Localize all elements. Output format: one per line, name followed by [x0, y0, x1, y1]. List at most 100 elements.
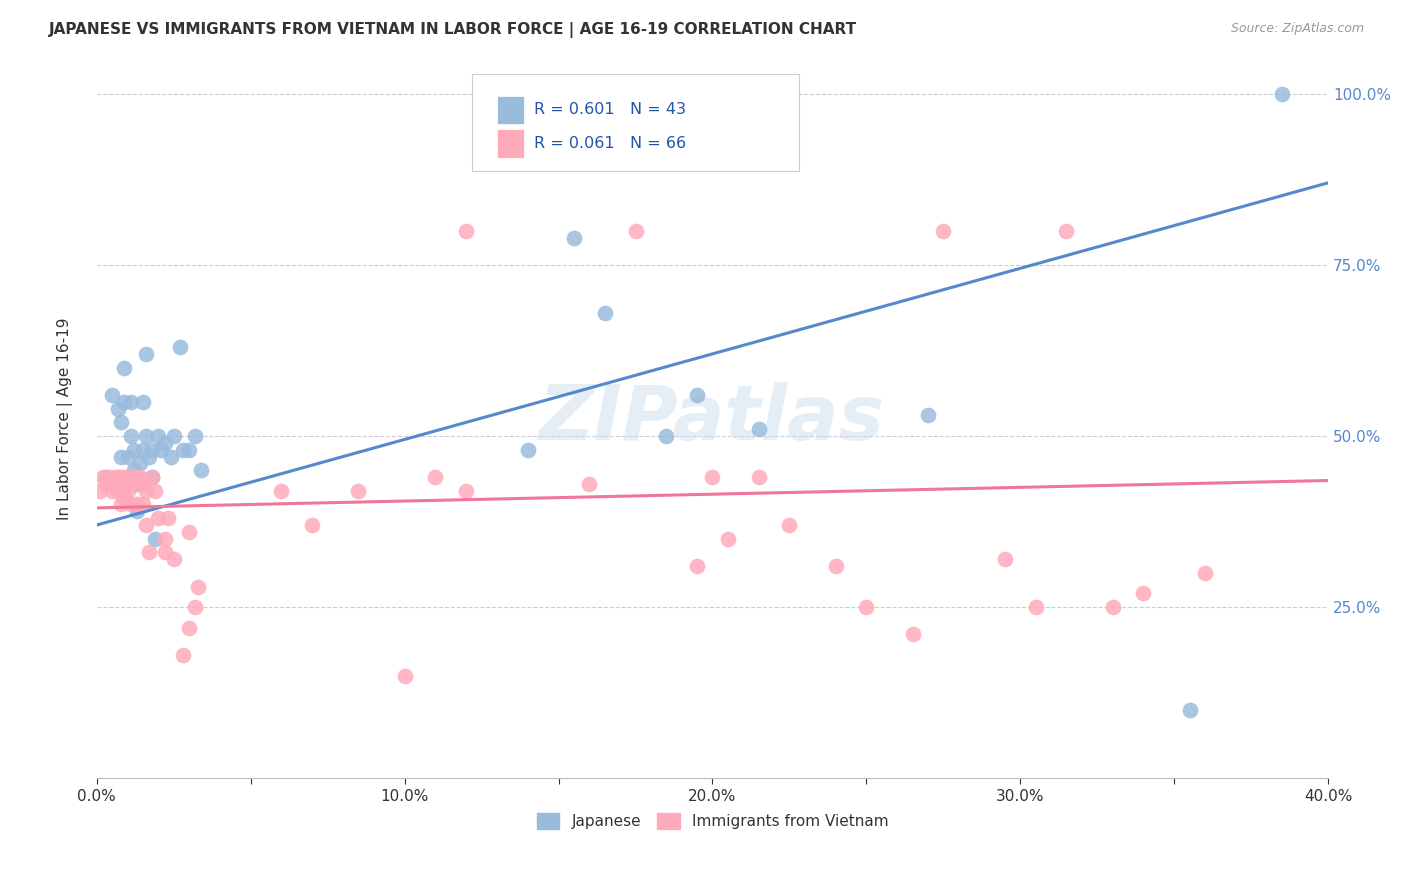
Point — [104, 477, 127, 491]
Point — [114, 394, 136, 409]
Point — [120, 477, 142, 491]
Text: Source: ZipAtlas.com: Source: ZipAtlas.com — [1230, 22, 1364, 36]
Point — [702, 470, 724, 484]
Point — [141, 470, 163, 484]
Point — [394, 668, 416, 682]
Point — [425, 470, 447, 484]
Point — [132, 394, 155, 409]
Point — [179, 621, 201, 635]
Point — [516, 442, 538, 457]
Point — [122, 477, 145, 491]
Point — [94, 477, 117, 491]
Point — [456, 224, 478, 238]
Text: JAPANESE VS IMMIGRANTS FROM VIETNAM IN LABOR FORCE | AGE 16-19 CORRELATION CHART: JAPANESE VS IMMIGRANTS FROM VIETNAM IN L… — [49, 22, 858, 38]
Point — [187, 580, 209, 594]
Point — [179, 524, 201, 539]
Point — [153, 532, 176, 546]
Point — [143, 532, 166, 546]
Point — [107, 483, 129, 498]
FancyBboxPatch shape — [472, 74, 799, 171]
Point — [128, 470, 150, 484]
Point — [138, 450, 160, 464]
Point — [101, 483, 124, 498]
Point — [143, 483, 166, 498]
Point — [655, 429, 678, 443]
Point — [624, 224, 647, 238]
Point — [562, 230, 585, 244]
Point — [110, 470, 132, 484]
Point — [855, 600, 877, 615]
Point — [172, 648, 194, 662]
Point — [110, 415, 132, 429]
Point — [516, 87, 538, 101]
Point — [179, 442, 201, 457]
Point — [135, 483, 157, 498]
Point — [122, 442, 145, 457]
Bar — [496, 95, 524, 124]
Point — [104, 470, 127, 484]
Point — [110, 498, 132, 512]
Point — [117, 477, 139, 491]
Text: ZIPatlas: ZIPatlas — [540, 382, 886, 456]
Point — [117, 483, 139, 498]
Point — [107, 401, 129, 416]
Point — [120, 394, 142, 409]
Y-axis label: In Labor Force | Age 16-19: In Labor Force | Age 16-19 — [58, 318, 73, 520]
Point — [117, 450, 139, 464]
Point — [132, 442, 155, 457]
Point — [148, 511, 170, 525]
Point — [117, 470, 139, 484]
Point — [917, 409, 939, 423]
Point — [98, 470, 121, 484]
Point — [89, 483, 111, 498]
Point — [901, 627, 924, 641]
Point — [125, 504, 148, 518]
Point — [156, 511, 179, 525]
Point — [717, 532, 740, 546]
Legend: Japanese, Immigrants from Vietnam: Japanese, Immigrants from Vietnam — [530, 807, 894, 835]
Point — [686, 388, 709, 402]
Point — [301, 518, 323, 533]
Text: R = 0.601   N = 43: R = 0.601 N = 43 — [534, 103, 686, 118]
Point — [120, 498, 142, 512]
Point — [172, 442, 194, 457]
Point — [125, 477, 148, 491]
Point — [932, 224, 955, 238]
Point — [578, 477, 600, 491]
Point — [163, 552, 186, 566]
Point — [270, 483, 292, 498]
Point — [132, 498, 155, 512]
Bar — [496, 129, 524, 158]
Point — [120, 429, 142, 443]
Point — [347, 483, 370, 498]
Point — [1056, 224, 1078, 238]
Point — [135, 429, 157, 443]
Point — [110, 450, 132, 464]
Point — [141, 442, 163, 457]
Point — [114, 491, 136, 505]
Point — [101, 388, 124, 402]
Point — [163, 429, 186, 443]
Point — [153, 435, 176, 450]
Point — [1025, 600, 1047, 615]
Point — [824, 559, 846, 574]
Point — [593, 306, 616, 320]
Point — [138, 545, 160, 559]
Point — [184, 429, 207, 443]
Point — [135, 347, 157, 361]
Point — [122, 463, 145, 477]
Point — [122, 470, 145, 484]
Point — [128, 457, 150, 471]
Point — [125, 498, 148, 512]
Point — [190, 463, 212, 477]
Point — [114, 360, 136, 375]
Point — [125, 470, 148, 484]
Point — [994, 552, 1017, 566]
Point — [153, 545, 176, 559]
Point — [135, 518, 157, 533]
Point — [748, 422, 770, 436]
Point — [1101, 600, 1123, 615]
Point — [132, 477, 155, 491]
Point — [1194, 566, 1216, 580]
Point — [114, 470, 136, 484]
